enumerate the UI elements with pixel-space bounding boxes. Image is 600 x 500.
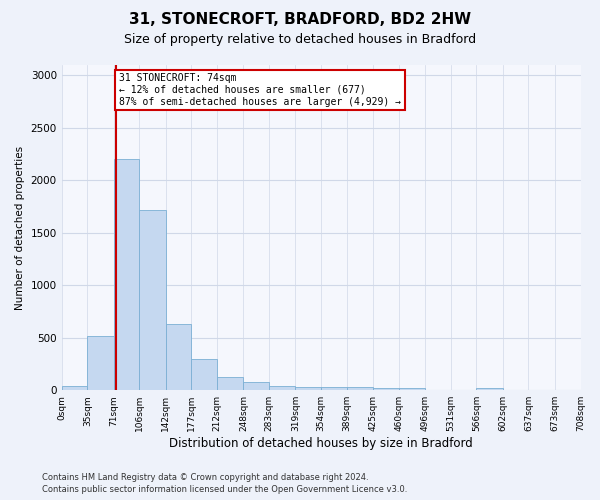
Bar	[347, 386, 373, 390]
Bar	[166, 324, 191, 390]
Bar	[321, 386, 347, 390]
Bar	[269, 386, 295, 390]
X-axis label: Distribution of detached houses by size in Bradford: Distribution of detached houses by size …	[169, 437, 473, 450]
Bar	[62, 386, 88, 390]
Text: Contains HM Land Registry data © Crown copyright and database right 2024.: Contains HM Land Registry data © Crown c…	[42, 472, 368, 482]
Text: Contains public sector information licensed under the Open Government Licence v3: Contains public sector information licen…	[42, 485, 407, 494]
Bar	[191, 358, 217, 390]
Bar	[244, 382, 269, 390]
Bar	[139, 210, 166, 390]
Text: Size of property relative to detached houses in Bradford: Size of property relative to detached ho…	[124, 32, 476, 46]
Bar	[399, 388, 425, 390]
Text: 31 STONECROFT: 74sqm
← 12% of detached houses are smaller (677)
87% of semi-deta: 31 STONECROFT: 74sqm ← 12% of detached h…	[119, 74, 401, 106]
Bar	[113, 160, 139, 390]
Text: 31, STONECROFT, BRADFORD, BD2 2HW: 31, STONECROFT, BRADFORD, BD2 2HW	[129, 12, 471, 28]
Bar	[476, 388, 503, 390]
Bar	[373, 388, 399, 390]
Bar	[295, 386, 321, 390]
Y-axis label: Number of detached properties: Number of detached properties	[15, 146, 25, 310]
Bar	[88, 336, 113, 390]
Bar	[217, 376, 244, 390]
